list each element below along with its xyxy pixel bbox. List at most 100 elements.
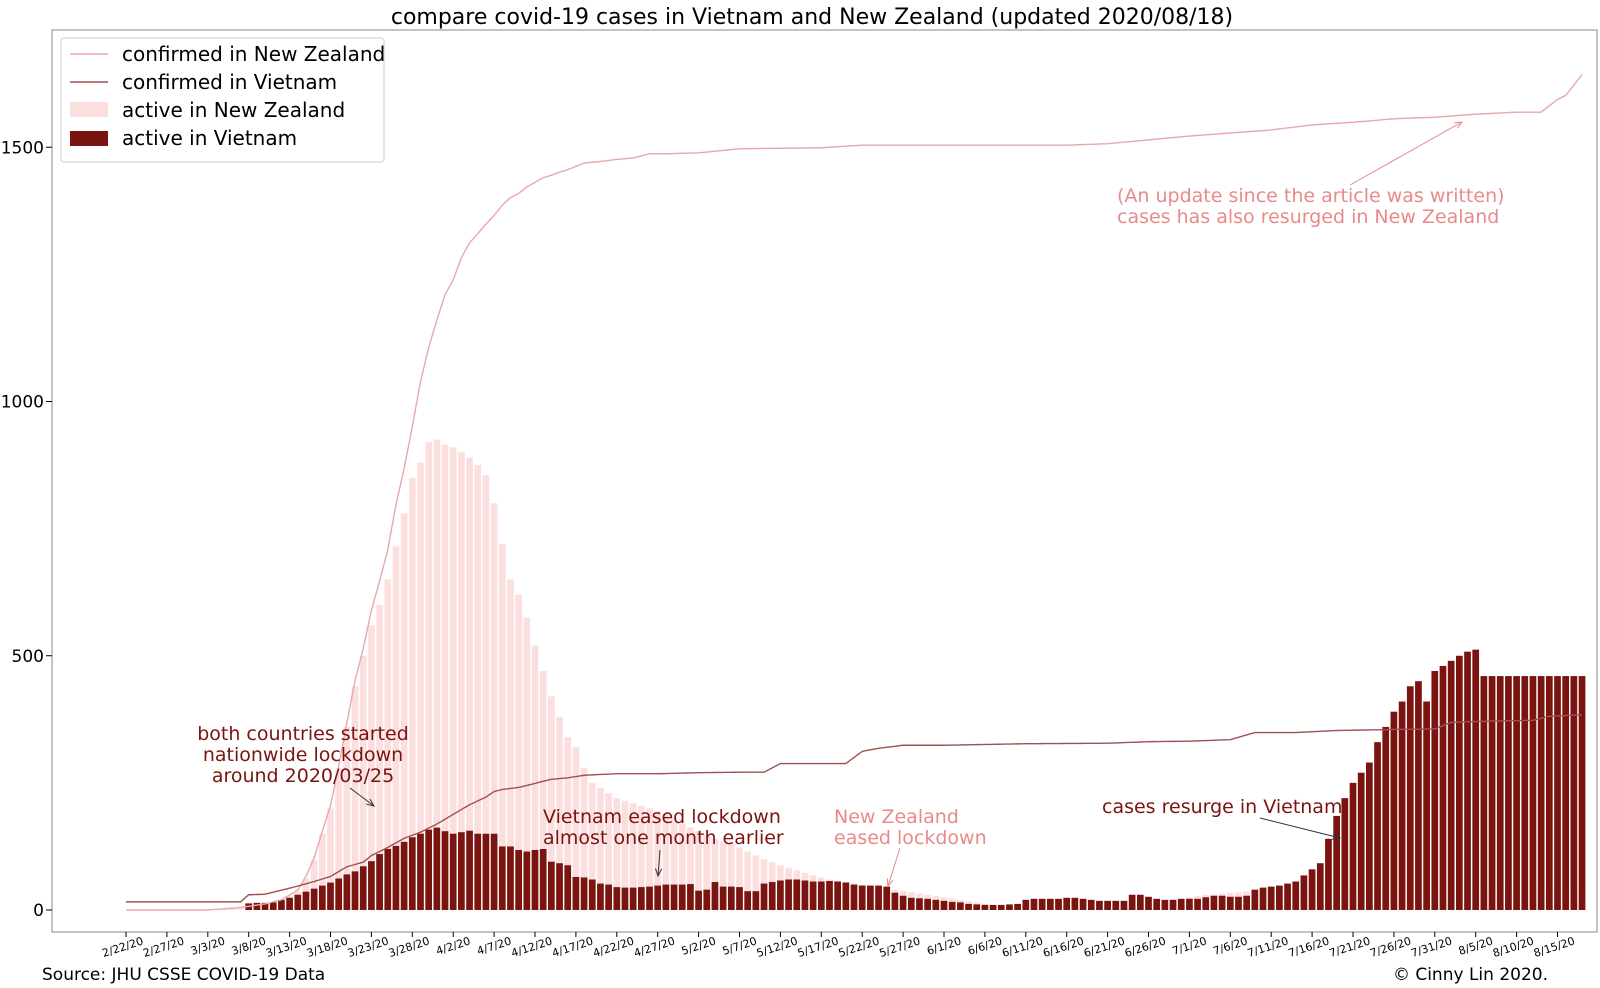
legend-box: [60, 37, 385, 163]
nz-active-bar: [670, 818, 678, 910]
vn-active-bar: [1554, 676, 1561, 910]
vn-active-bar: [736, 887, 743, 910]
x-tick-label: 6/21/20: [1082, 934, 1126, 959]
vn-active-bar: [392, 845, 400, 910]
annotation-text: New Zealand: [834, 806, 959, 828]
nz-active-bar: [719, 841, 727, 910]
nz-active-bar: [490, 503, 498, 910]
vn-active-bar: [1006, 904, 1013, 910]
nz-active-bar: [507, 579, 514, 910]
x-tick-label: 4/22/20: [591, 934, 635, 959]
vn-active-bar: [1455, 655, 1463, 910]
nz-active-bar: [310, 860, 318, 910]
x-tick-label: 7/31/20: [1409, 934, 1453, 959]
nz-active-bar: [588, 782, 596, 910]
vn-active-bar: [1226, 896, 1234, 910]
vn-active-bar: [719, 886, 727, 910]
nz-active-bar: [515, 594, 522, 910]
x-tick-label: 7/11/20: [1246, 934, 1290, 959]
vn-active-bar: [687, 884, 694, 910]
x-tick-label: 6/26/20: [1123, 934, 1167, 959]
legend-swatch-nz-active: [70, 102, 108, 117]
vn-active-bar: [899, 895, 907, 910]
plot-frame: [51, 29, 1598, 933]
vn-active-bar: [310, 888, 318, 910]
vn-active-bar: [1300, 875, 1308, 910]
vn-active-bar: [1030, 898, 1038, 910]
x-tick-label: 7/21/20: [1328, 934, 1372, 959]
vn-active-bar: [433, 827, 441, 910]
nz-active-bar: [433, 439, 441, 910]
annotation-text: almost one month earlier: [543, 827, 784, 849]
vn-active-bar: [351, 871, 359, 910]
vn-active-bars: [245, 649, 1586, 910]
vn-active-bar: [1087, 899, 1095, 910]
vn-active-bar: [1423, 701, 1430, 910]
vn-active-bar: [1390, 711, 1398, 910]
vn-active-bar: [981, 904, 989, 910]
nz-active-bar: [613, 798, 621, 910]
vn-active-bar: [1186, 898, 1193, 910]
y-tick-label: 0: [33, 901, 44, 921]
vn-active-bar: [883, 886, 891, 910]
vn-active-bar: [441, 831, 449, 910]
nz-active-bar: [629, 803, 637, 910]
annotation-text: Vietnam eased lockdown: [543, 806, 781, 828]
annotation-text: nationwide lockdown: [203, 744, 403, 766]
vn-active-bar: [1349, 782, 1357, 910]
vn-active-bar: [1071, 897, 1079, 910]
vn-active-bar: [564, 865, 572, 910]
nz-active-bar: [711, 838, 719, 910]
vn-active-bar: [278, 899, 285, 910]
vn-active-bar: [695, 890, 702, 910]
nz-active-bar: [228, 908, 236, 910]
nz-active-bar: [449, 447, 457, 910]
vn-active-bar: [1447, 660, 1455, 910]
vn-active-bar: [629, 887, 637, 910]
nz-active-bar: [359, 655, 367, 910]
nz-active-bar: [343, 726, 351, 910]
vn-active-bar: [408, 837, 416, 910]
vn-active-bar: [826, 881, 833, 910]
vn-active-bar: [924, 898, 931, 910]
vn-active-bar: [817, 881, 825, 910]
x-tick-label: 7/1/20: [1171, 934, 1209, 957]
source-note: Source: JHU CSSE COVID-19 Data: [42, 965, 325, 985]
nz-active-bar: [687, 827, 694, 910]
x-tick-label: 4/7/20: [475, 934, 513, 957]
nz-active-bar: [744, 851, 752, 910]
nz-active-bar: [597, 787, 604, 910]
nz-active-bar: [417, 462, 424, 910]
nz-active-bar: [727, 843, 735, 910]
annotation-arrow: [657, 849, 661, 877]
annotation-arrowhead: [1332, 832, 1342, 840]
vn-active-bar: [940, 900, 948, 910]
vn-active-bar: [253, 902, 261, 910]
vn-active-bar: [531, 849, 539, 910]
vn-active-bar: [1529, 676, 1537, 910]
x-tick-label: 6/16/20: [1041, 934, 1085, 959]
legend-label-vn-active: active in Vietnam: [122, 126, 297, 150]
y-tick-label: 1500: [1, 138, 44, 158]
vn-active-bar: [777, 880, 784, 910]
nz-active-bar: [531, 645, 539, 910]
vn-active-bar: [269, 902, 277, 910]
vn-active-bar: [425, 829, 433, 910]
vn-active-bar: [318, 885, 326, 910]
x-tick-label: 4/27/20: [632, 934, 676, 959]
vn-active-bar: [449, 833, 457, 910]
annotation-arrow: [349, 787, 375, 807]
vn-active-bar: [727, 886, 735, 910]
x-tick-label: 3/23/20: [346, 934, 390, 959]
vn-active-bar: [1472, 649, 1480, 910]
vn-active-bar: [850, 884, 858, 910]
x-tick-label: 8/5/20: [1457, 934, 1495, 957]
vn-active-bar: [384, 848, 392, 910]
vn-active-bar: [1210, 895, 1218, 910]
vn-active-bar: [842, 882, 850, 910]
vn-confirmed-line: [126, 714, 1583, 903]
vn-active-bar: [785, 879, 792, 910]
x-tick-label: 5/27/20: [878, 934, 922, 959]
vn-active-bar: [858, 885, 866, 910]
nz-active-bar: [752, 855, 760, 910]
